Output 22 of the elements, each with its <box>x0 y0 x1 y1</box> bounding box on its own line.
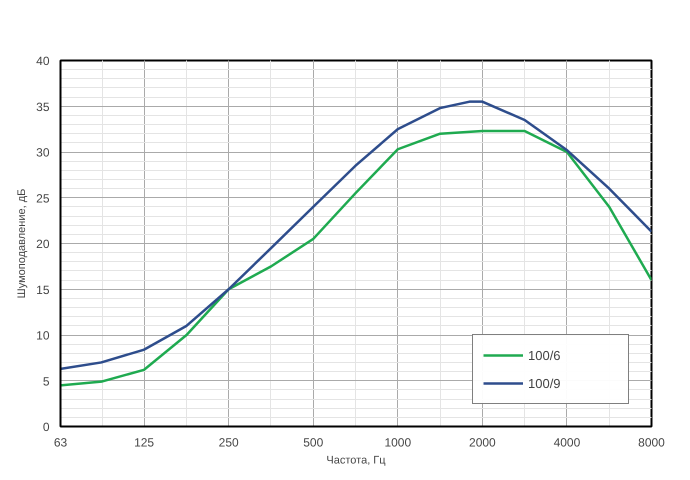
x-tick-label: 63 <box>54 436 68 450</box>
legend-label: 100/6 <box>528 348 562 362</box>
y-tick-label: 15 <box>36 282 50 297</box>
x-tick-label: 8000 <box>638 436 666 450</box>
x-tick-label: 500 <box>303 436 324 450</box>
x-tick-label: 1000 <box>384 436 412 450</box>
line-series <box>60 130 652 387</box>
y-tick-label: 20 <box>36 237 50 251</box>
x-tick-label: 125 <box>134 436 154 450</box>
y-tick-label: 0 <box>42 420 50 434</box>
y-tick-label: 30 <box>36 146 50 160</box>
legend-label: 100/9 <box>528 376 562 390</box>
x-tick-label: 250 <box>218 436 239 450</box>
y-tick-label: 5 <box>42 374 50 388</box>
y-tick-label: 40 <box>36 54 50 68</box>
x-tick-label: 2000 <box>469 436 496 450</box>
x-axis-title: Частота, Гц <box>326 454 386 466</box>
x-tick-label: 4000 <box>554 436 581 450</box>
y-tick-label: 35 <box>36 100 50 114</box>
y-tick-label: 10 <box>36 328 50 342</box>
y-tick-label: 25 <box>36 191 50 206</box>
y-axis-title: Шумоподавление, дБ <box>16 188 28 298</box>
